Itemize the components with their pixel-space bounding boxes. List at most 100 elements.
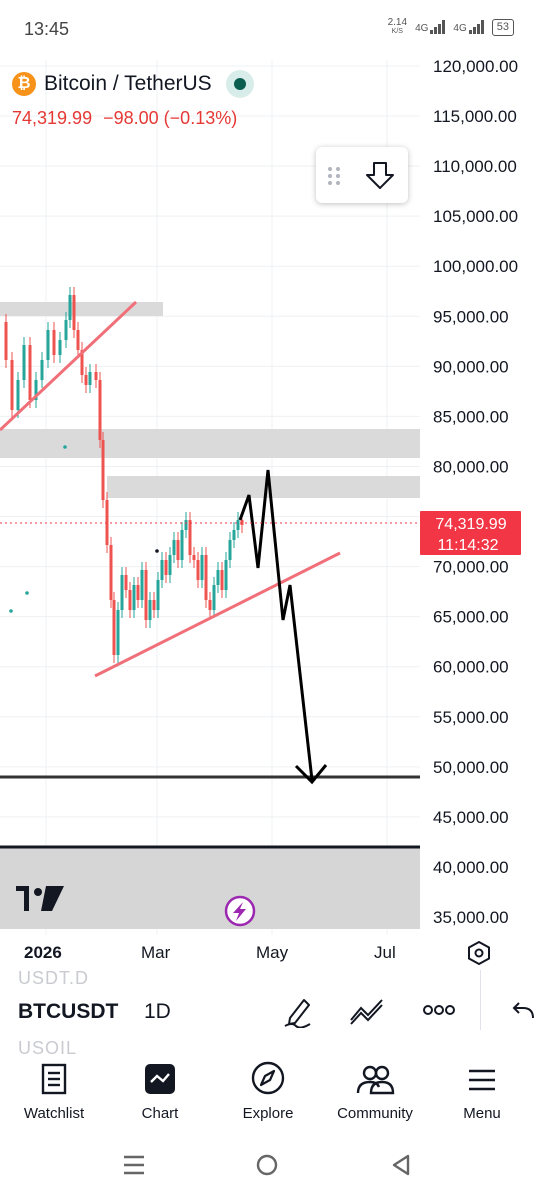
floating-widget[interactable] [316, 147, 408, 203]
support-zone [0, 847, 420, 929]
price-tick-label: 90,000.00 [433, 357, 509, 376]
status-icons: 2.14 K/S 4G 4G 53 [388, 18, 514, 36]
candle-body [52, 330, 56, 355]
candle-body [228, 540, 232, 560]
nav-menu-label: Menu [463, 1105, 501, 1122]
price-tick-label: 110,000.00 [433, 157, 517, 176]
drag-handle-icon [328, 167, 340, 185]
candle-body [140, 570, 144, 600]
more-options-icon[interactable] [422, 1002, 456, 1018]
time-axis: 2026 Mar May Jul [0, 935, 536, 969]
undo-button[interactable] [480, 970, 536, 1030]
price-tick-label: 120,000.00 [433, 60, 518, 76]
nav-community-label: Community [337, 1105, 413, 1122]
time-label-mar: Mar [141, 943, 171, 962]
nav-watchlist[interactable]: Watchlist [4, 1058, 104, 1122]
price-tick-label: 40,000.00 [433, 858, 509, 877]
status-time: 13:45 [24, 19, 70, 39]
candles [4, 287, 244, 663]
candle-body [164, 560, 168, 575]
price-tick-label: 55,000.00 [433, 708, 509, 727]
watchlist-icon [41, 1063, 67, 1095]
rising-trendline-lower [94, 551, 341, 678]
price-axis: 120,000.00 115,000.00 110,000.00 105,000.00… [433, 57, 518, 927]
home-icon[interactable] [255, 1153, 279, 1177]
draw-pencil-icon[interactable] [282, 994, 314, 1028]
candle-body [144, 570, 148, 620]
candle-body [216, 570, 220, 585]
candle-body [28, 345, 32, 400]
candle-body [204, 555, 208, 600]
symbol-toolbar: USDT.D BTCUSDT 1D USOIL [0, 970, 536, 1058]
candle-body [98, 380, 102, 440]
nav-explore-label: Explore [242, 1105, 294, 1122]
price-tick-label: 105,000.00 [433, 207, 518, 226]
arrow-down-icon [366, 162, 394, 189]
candle-body [80, 350, 84, 375]
candle-body [132, 585, 136, 610]
last-price: 74,319.99 [12, 108, 93, 128]
candle-body [224, 560, 228, 590]
price-tick-label: 60,000.00 [433, 658, 509, 677]
candle-body [72, 295, 76, 330]
rising-trendline-upper [0, 300, 138, 432]
candle-body [120, 575, 124, 610]
candle-body [46, 330, 50, 360]
symbol-title[interactable]: Bitcoin / TetherUS [44, 72, 212, 95]
nav-explore[interactable]: Explore [218, 1058, 318, 1122]
ghost-symbol-bottom: USOIL [18, 1038, 78, 1058]
undo-icon [512, 1002, 534, 1019]
indicators-icon[interactable] [349, 994, 385, 1028]
settings-hexagon-icon[interactable] [466, 940, 492, 966]
price-tick-label: 95,000.00 [433, 307, 509, 326]
badge-countdown-text: 11:14:32 [437, 537, 498, 554]
candle-body [128, 590, 132, 610]
price-chart[interactable]: 120,000.00 115,000.00 110,000.00 105,000.00… [0, 57, 536, 935]
candle-body [156, 580, 160, 610]
candle-body [192, 555, 196, 560]
candle-body [188, 520, 192, 555]
chart-canvas[interactable]: 120,000.00 115,000.00 110,000.00 105,000.00… [0, 57, 536, 935]
back-icon[interactable] [390, 1153, 412, 1177]
signal-icon: 4G [415, 20, 446, 34]
badge-price-text: 74,319.99 [435, 516, 506, 533]
arrow-head-icon [294, 764, 328, 785]
price-info: 74,319.99 −98.00 (−0.13%) [12, 108, 237, 129]
status-bar: 13:45 2.14 K/S 4G 4G 53 [0, 0, 536, 60]
nav-menu[interactable]: Menu [432, 1058, 532, 1122]
candle-body [136, 585, 140, 600]
recent-apps-icon[interactable] [122, 1154, 146, 1176]
symbol-selector[interactable]: BTCUSDT [18, 1000, 119, 1023]
price-tick-label: 100,000.00 [433, 257, 518, 276]
system-nav-bar [0, 1134, 536, 1200]
time-label-may: May [256, 943, 289, 962]
candle-body [184, 520, 188, 530]
candle-body [212, 585, 216, 610]
candle-body [168, 555, 172, 575]
candle-body [148, 600, 152, 620]
candle-body [180, 530, 184, 560]
price-tick-label: 80,000.00 [433, 457, 509, 476]
signal-icon-2: 4G [453, 20, 484, 34]
price-change-pct: (−0.13%) [163, 108, 238, 128]
candle-body [94, 372, 98, 380]
candle-body [64, 320, 68, 340]
price-tick-label: 70,000.00 [433, 558, 509, 577]
candle-body [152, 600, 156, 610]
candle-body [84, 375, 88, 385]
symbol-header[interactable]: ₿ Bitcoin / TetherUS [12, 70, 254, 98]
price-change: −98.00 [103, 108, 159, 128]
nav-community[interactable]: Community [325, 1058, 425, 1122]
candle-body [196, 560, 200, 580]
nav-chart-label: Chart [141, 1105, 179, 1122]
candle-body [88, 372, 92, 385]
candle-body [124, 575, 128, 590]
candle-body [200, 555, 204, 580]
market-status-icon[interactable] [225, 70, 254, 98]
resistance-zone-top [0, 302, 163, 316]
interval-selector[interactable]: 1D [144, 1000, 171, 1023]
candle-body [40, 360, 44, 380]
resistance-zone-mid [0, 429, 420, 458]
compass-icon [251, 1061, 285, 1095]
nav-chart[interactable]: Chart [110, 1058, 210, 1122]
